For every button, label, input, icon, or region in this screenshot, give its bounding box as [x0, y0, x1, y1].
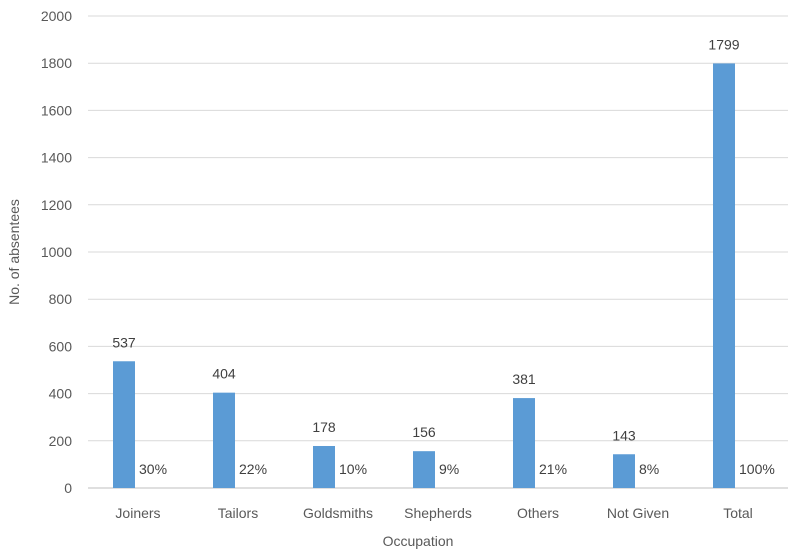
x-tick-label: Joiners	[115, 505, 160, 521]
percent-label: 100%	[739, 461, 775, 477]
x-axis-title: Occupation	[383, 533, 454, 549]
percent-label: 9%	[439, 461, 459, 477]
x-tick-label: Not Given	[607, 505, 669, 521]
bar-others	[513, 398, 535, 488]
y-tick-label: 1400	[41, 150, 72, 166]
gridlines	[88, 15, 788, 489]
value-label: 404	[212, 366, 236, 382]
x-tick-label: Goldsmiths	[303, 505, 373, 521]
y-tick-label: 800	[49, 291, 73, 307]
y-axis-ticks: 0 200 400 600 800 1000 1200 1400 1600 1800 2000	[41, 8, 72, 496]
y-tick-label: 200	[49, 433, 73, 449]
value-label: 178	[312, 419, 336, 435]
y-tick-label: 2000	[41, 8, 72, 24]
percent-label: 10%	[339, 461, 367, 477]
x-tick-label: Total	[723, 505, 753, 521]
y-tick-label: 1800	[41, 55, 72, 71]
percent-label: 22%	[239, 461, 267, 477]
value-label: 1799	[708, 36, 739, 52]
y-tick-label: 600	[49, 338, 73, 354]
data-labels: 537 30% 404 22% 178 10% 156 9% 381 21% 143 8% 1799 10…	[112, 36, 774, 477]
bars	[113, 63, 735, 488]
x-axis-ticks: Joiners Tailors Goldsmiths Shepherds Others N…	[115, 505, 752, 521]
percent-label: 21%	[539, 461, 567, 477]
value-label: 143	[612, 427, 636, 443]
value-label: 156	[412, 424, 436, 440]
y-tick-label: 400	[49, 386, 73, 402]
percent-label: 30%	[139, 461, 167, 477]
percent-label: 8%	[639, 461, 659, 477]
bar-joiners	[113, 361, 135, 488]
value-label: 537	[112, 334, 136, 350]
bar-goldsmiths	[313, 445, 335, 488]
y-tick-label: 1600	[41, 102, 72, 118]
y-tick-label: 0	[64, 480, 72, 496]
bar-shepherds	[413, 451, 435, 488]
x-tick-label: Tailors	[218, 505, 258, 521]
y-tick-label: 1000	[41, 244, 72, 260]
value-label: 381	[512, 371, 536, 387]
bar-not-given	[613, 454, 635, 488]
x-tick-label: Others	[517, 505, 559, 521]
x-tick-label: Shepherds	[404, 505, 472, 521]
y-axis-title: No. of absentees	[6, 199, 22, 305]
bar-total	[713, 63, 735, 488]
y-tick-label: 1200	[41, 197, 72, 213]
bar-tailors	[213, 392, 235, 488]
